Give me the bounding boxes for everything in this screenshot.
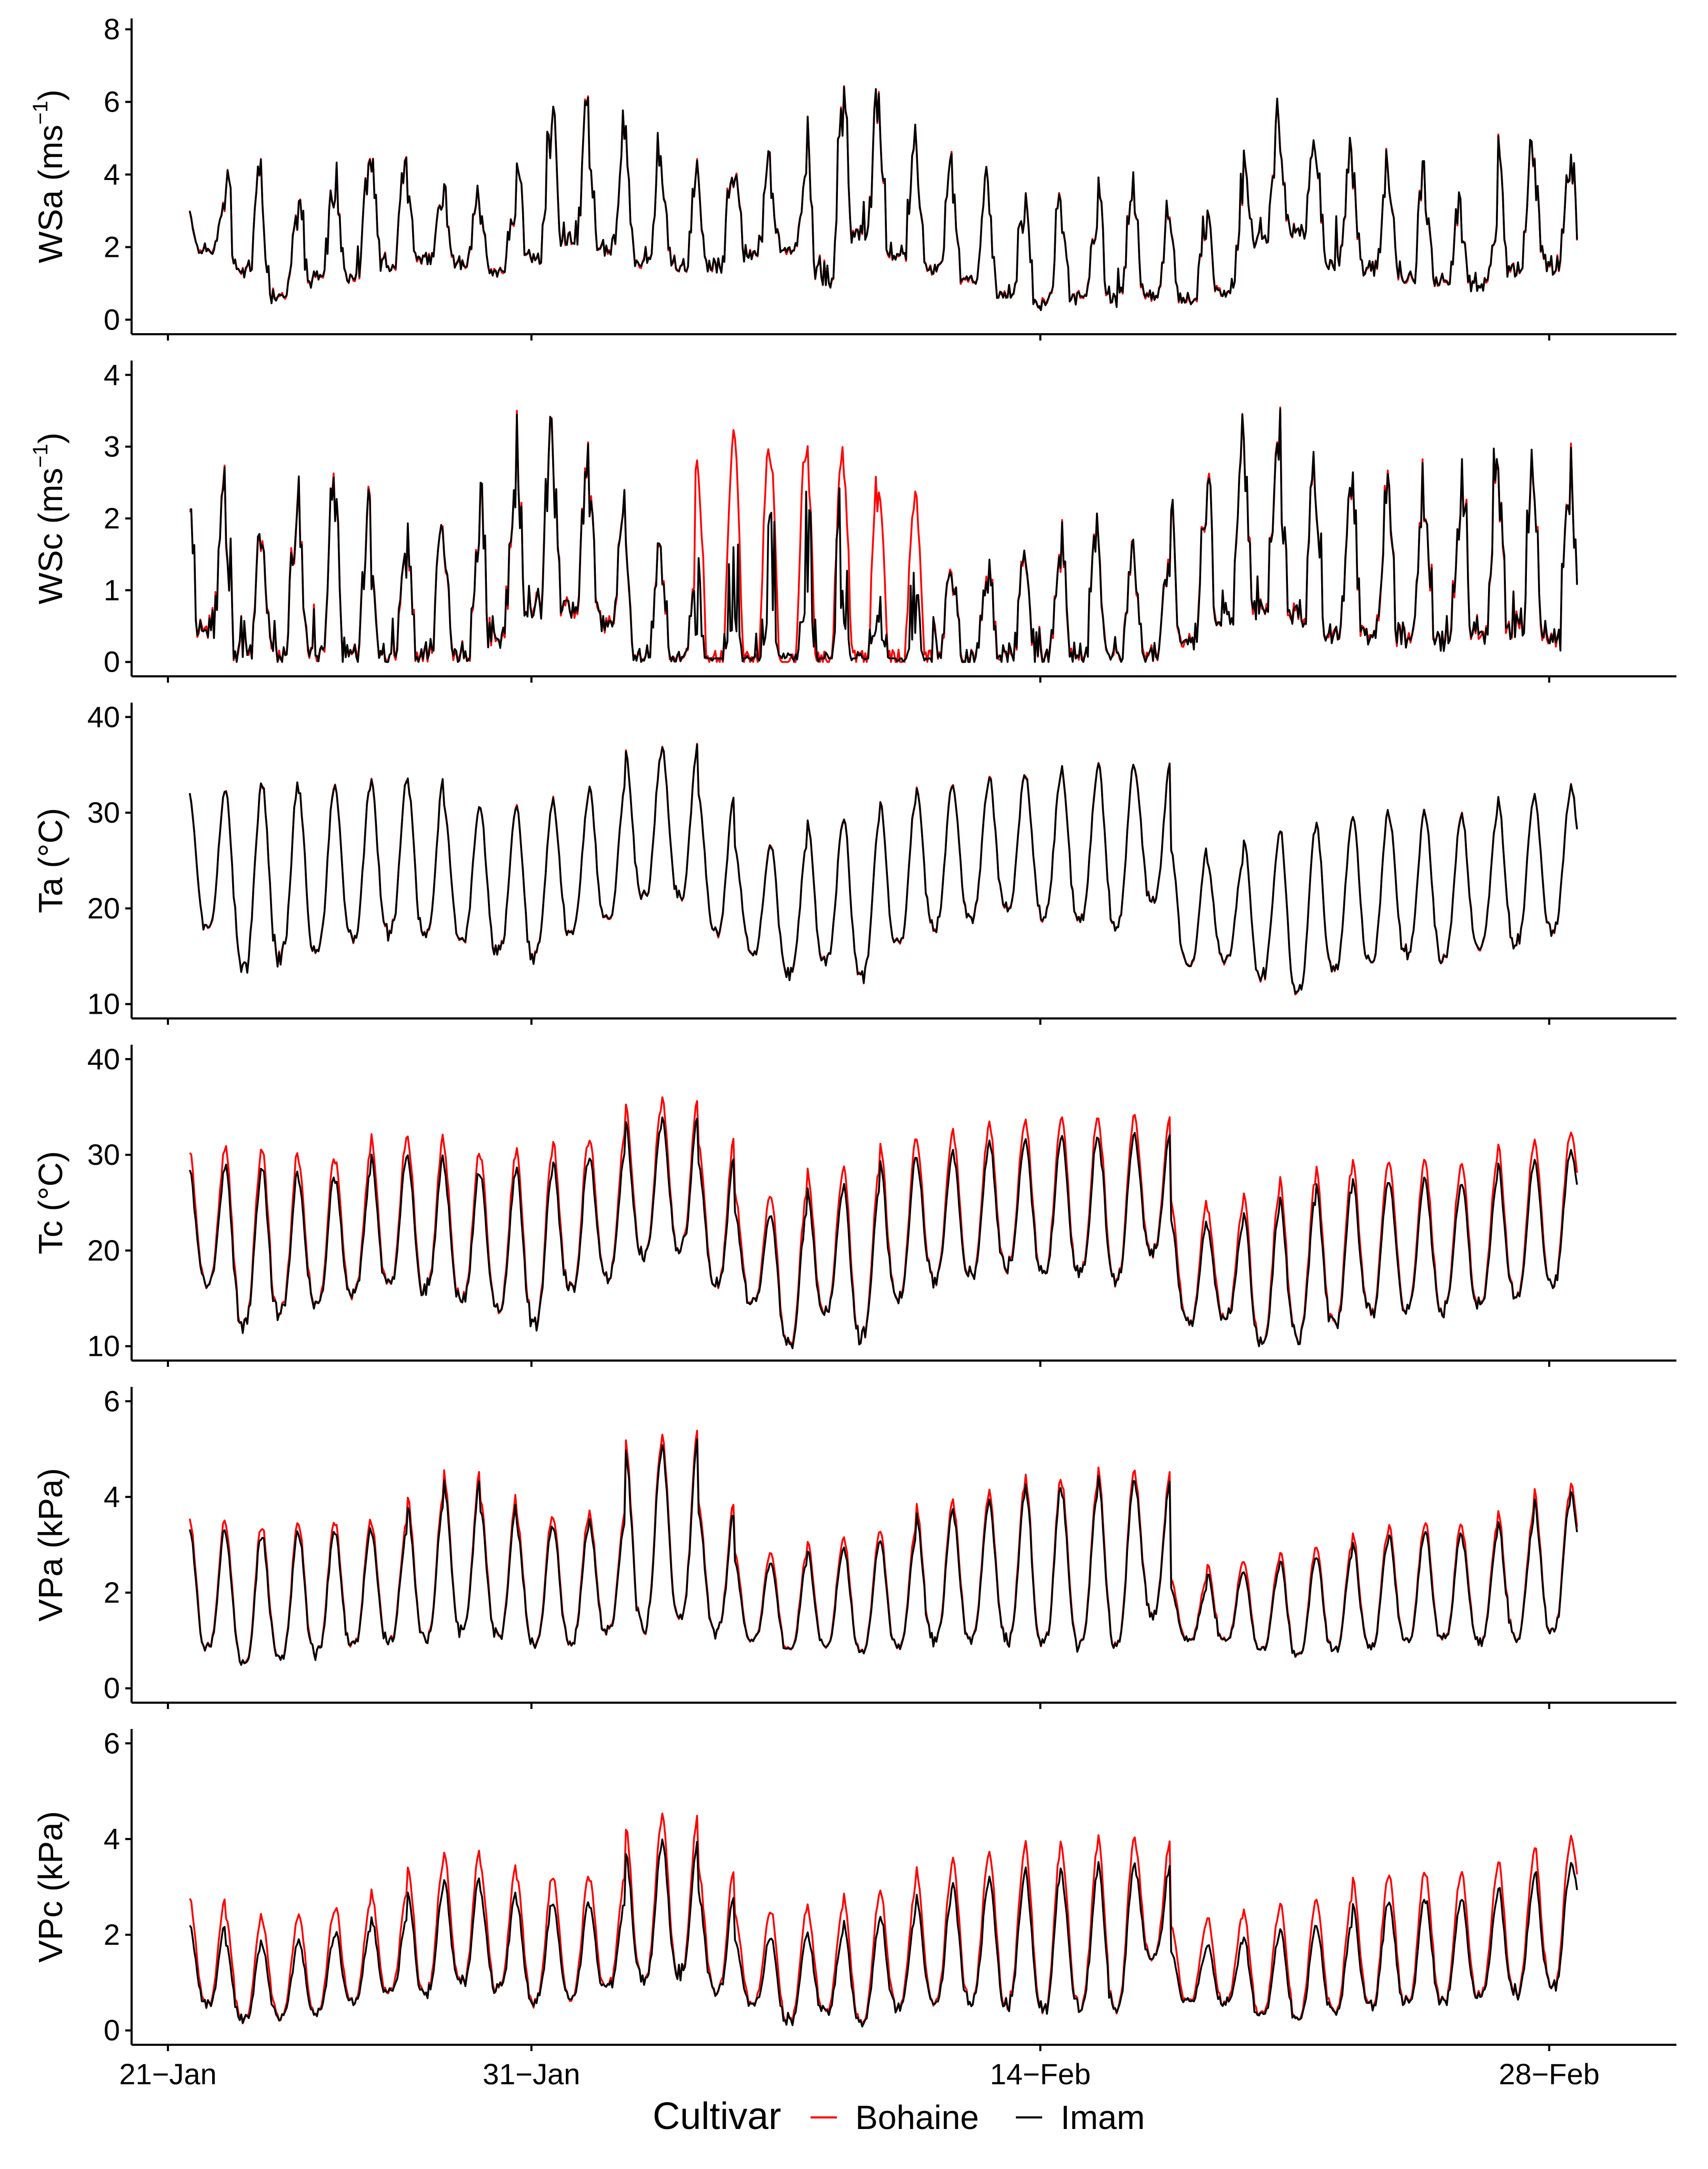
y-tick-label: 6 <box>104 1726 120 1760</box>
x-tick-label: 21−Jan <box>119 2057 216 2091</box>
panel-vpc: 0 2 4 6 VPc (kPa) <box>32 1726 1676 2051</box>
y-tick-label: 1 <box>104 573 120 606</box>
y-axis-label: VPc (kPa) <box>32 1811 69 1963</box>
y-tick-label: 8 <box>104 13 120 46</box>
y-tick-label: 6 <box>104 1384 120 1417</box>
series-line-imam <box>188 1116 1578 1350</box>
y-tick-label: 40 <box>87 700 120 733</box>
y-tick-label: 2 <box>104 1576 120 1609</box>
panel-vpa: 0 2 4 6 VPa (kPa) <box>32 1384 1676 1709</box>
series-line-imam <box>189 1838 1578 2028</box>
y-tick-label: 0 <box>104 1672 120 1705</box>
x-tick-label: 28−Feb <box>1499 2057 1600 2091</box>
x-tick-label: 31−Jan <box>483 2057 580 2091</box>
y-axis-label: WSc (ms−1) <box>29 433 69 604</box>
series-line-bohaine <box>188 1812 1578 2026</box>
series-line-imam <box>188 1438 1578 1666</box>
y-axis-label: Tc (°C) <box>32 1151 69 1254</box>
y-tick-label: 0 <box>104 303 120 336</box>
panel-wsa: 0 2 4 6 8 WSa (ms−1) <box>29 13 1676 341</box>
series-line-bohaine <box>188 1430 1578 1665</box>
x-tick-label: 14−Feb <box>990 2057 1091 2091</box>
y-tick-label: 20 <box>87 1234 120 1267</box>
series-line-imam <box>189 408 1578 663</box>
y-tick-label: 20 <box>87 892 120 925</box>
y-tick-label: 4 <box>104 1480 120 1513</box>
y-tick-label: 40 <box>87 1042 120 1075</box>
panel-tc: 10 20 30 40 Tc (°C) <box>32 1042 1676 1367</box>
series-line-imam <box>188 86 1578 312</box>
y-axis-label: Ta (°C) <box>32 808 69 913</box>
y-tick-label: 0 <box>104 2014 120 2047</box>
y-tick-label: 4 <box>104 358 120 391</box>
y-tick-label: 2 <box>104 1918 120 1951</box>
x-axis: 21−Jan 31−Jan 14−Feb 28−Feb <box>119 2057 1600 2091</box>
y-tick-label: 2 <box>104 502 120 535</box>
y-axis-label: WSa (ms−1) <box>29 89 69 263</box>
y-tick-label: 3 <box>104 430 120 463</box>
y-tick-label: 0 <box>104 645 120 678</box>
series-line-imam <box>188 743 1578 995</box>
y-tick-label: 4 <box>104 1822 120 1855</box>
panel-wsc: 0 1 2 3 4 WSc (ms−1) <box>29 358 1676 683</box>
legend-title: Cultivar <box>653 2095 781 2137</box>
y-axis-label: VPa (kPa) <box>32 1468 69 1622</box>
legend-label-bohaine: Bohaine <box>855 2098 979 2136</box>
series-line-bohaine <box>188 85 1578 309</box>
y-tick-label: 4 <box>104 158 120 191</box>
y-tick-label: 30 <box>87 796 120 829</box>
legend: Cultivar Bohaine Imam <box>653 2095 1145 2137</box>
legend-label-imam: Imam <box>1061 2098 1145 2136</box>
y-tick-label: 10 <box>87 987 120 1021</box>
series-line-bohaine <box>189 1096 1578 1347</box>
y-tick-label: 2 <box>104 230 120 263</box>
y-tick-label: 6 <box>104 85 120 118</box>
y-tick-label: 10 <box>87 1330 120 1363</box>
panel-ta: 10 20 30 40 Ta (°C) <box>32 700 1676 1025</box>
y-tick-label: 30 <box>87 1138 120 1171</box>
